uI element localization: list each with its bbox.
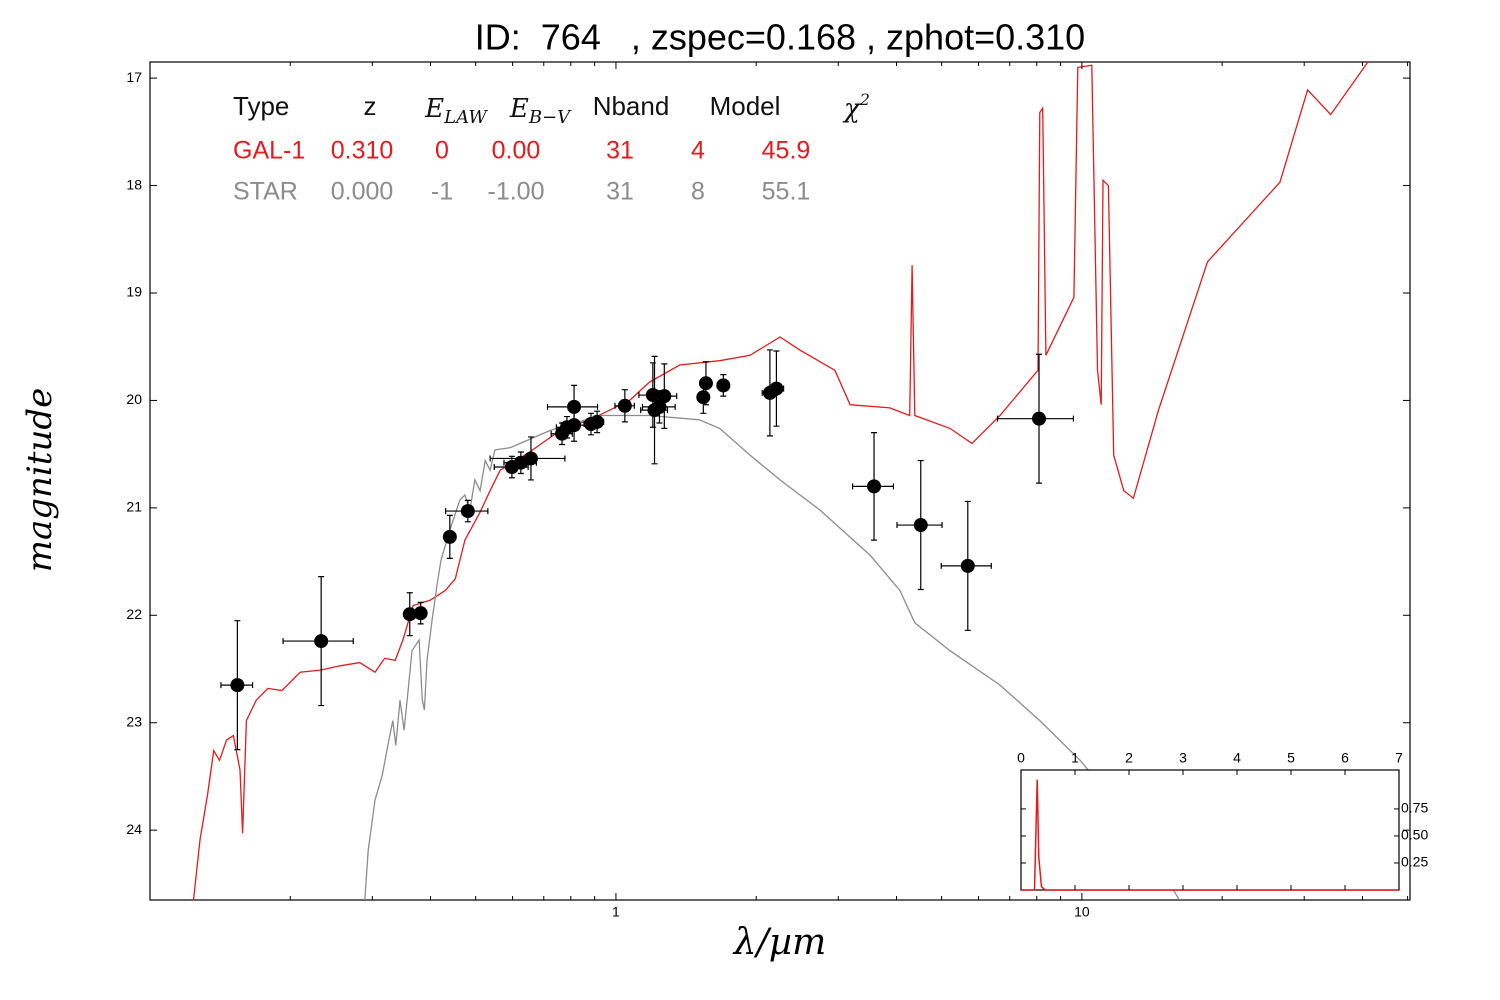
y-axis-label: magnitude	[20, 388, 60, 573]
table-header: ELAW	[424, 94, 488, 128]
data-point	[652, 399, 667, 414]
data-point	[617, 398, 632, 413]
plot-frame	[1020, 769, 1400, 891]
data-point	[314, 634, 329, 649]
x-tick-label: 1	[1071, 750, 1079, 766]
y-tick-label: 23	[126, 713, 142, 729]
data-point	[716, 378, 731, 393]
y-tick-label: 0.25	[1401, 854, 1428, 870]
y-tick-label: 0.75	[1401, 800, 1428, 816]
header-symbol: χ	[842, 94, 862, 124]
x-tick-label: 10	[1074, 904, 1090, 920]
data-point	[657, 389, 672, 404]
data-point	[913, 518, 928, 533]
data-point	[460, 504, 475, 519]
table-cell: 0	[435, 137, 449, 165]
plot-frame	[149, 61, 1411, 901]
data-point	[1032, 411, 1047, 426]
data-point	[645, 388, 660, 403]
data-point	[442, 529, 457, 544]
table-cell: -1.00	[488, 178, 545, 206]
header-symbol: E	[424, 94, 444, 124]
x-tick-label: 3	[1179, 750, 1187, 766]
y-tick-label: 24	[126, 821, 142, 837]
y-tick-label: 0.50	[1401, 827, 1428, 843]
data-point	[867, 479, 882, 494]
table-header: Type	[233, 91, 289, 121]
data-point	[769, 381, 784, 396]
model-line	[364, 414, 1181, 900]
data-point	[567, 399, 582, 414]
data-point	[696, 390, 711, 405]
data-point	[698, 376, 713, 391]
x-tick-label: 7	[1395, 750, 1403, 766]
x-tick-label: 4	[1233, 750, 1241, 766]
header-symbol: E	[509, 94, 529, 124]
table-header: Nband	[593, 91, 670, 121]
table-cell: 0.00	[492, 137, 541, 165]
data-point	[413, 606, 428, 621]
y-tick-label: 18	[126, 176, 142, 192]
table-header: z	[364, 91, 377, 121]
table-cell: 31	[606, 178, 634, 206]
y-tick-label: 17	[126, 69, 142, 85]
table-cell: 45.9	[762, 137, 811, 165]
y-tick-label: 19	[126, 284, 142, 300]
x-tick-label: 6	[1341, 750, 1349, 766]
x-tick-label: 1	[612, 904, 620, 920]
x-tick-label: 2	[1125, 750, 1133, 766]
table-cell: 0.310	[331, 137, 394, 165]
table-cell: 31	[606, 137, 634, 165]
data-point	[402, 607, 417, 622]
table-cell: 4	[691, 137, 705, 165]
inset-axes: 0.25 0.50 0.75 0 1 2 3 4 5 6 7	[1017, 750, 1428, 891]
table-cell: 8	[691, 178, 705, 206]
x-tick-label: 0	[1017, 750, 1025, 766]
plot-area	[192, 62, 1369, 900]
y-tick-label: 22	[126, 606, 142, 622]
data-point	[960, 558, 975, 573]
table-header: χ2	[842, 90, 870, 125]
table-cell: -1	[431, 178, 453, 206]
x-tick-label: 5	[1287, 750, 1295, 766]
y-tick-label: 20	[126, 391, 142, 407]
data-point	[230, 678, 245, 693]
y-tick-label: 21	[126, 499, 142, 515]
table-header: EB−V	[509, 94, 572, 128]
model-line	[1021, 779, 1399, 891]
table-cell: 0.000	[331, 178, 394, 206]
table-header: Model	[710, 91, 781, 121]
plot-area	[1021, 779, 1399, 891]
table-row-type: GAL-1	[233, 137, 305, 165]
x-axis-label: λ/µm	[732, 922, 826, 963]
header-superscript: 2	[859, 90, 870, 109]
header-subscript: B−V	[528, 107, 572, 128]
chart-title: ID: 764 , zspec=0.168 , zphot=0.310	[475, 17, 1085, 58]
table-row-type: STAR	[233, 178, 298, 206]
data-point	[523, 451, 538, 466]
data-point	[590, 414, 605, 429]
header-subscript: LAW	[443, 107, 488, 128]
table-cell: 55.1	[762, 178, 811, 206]
